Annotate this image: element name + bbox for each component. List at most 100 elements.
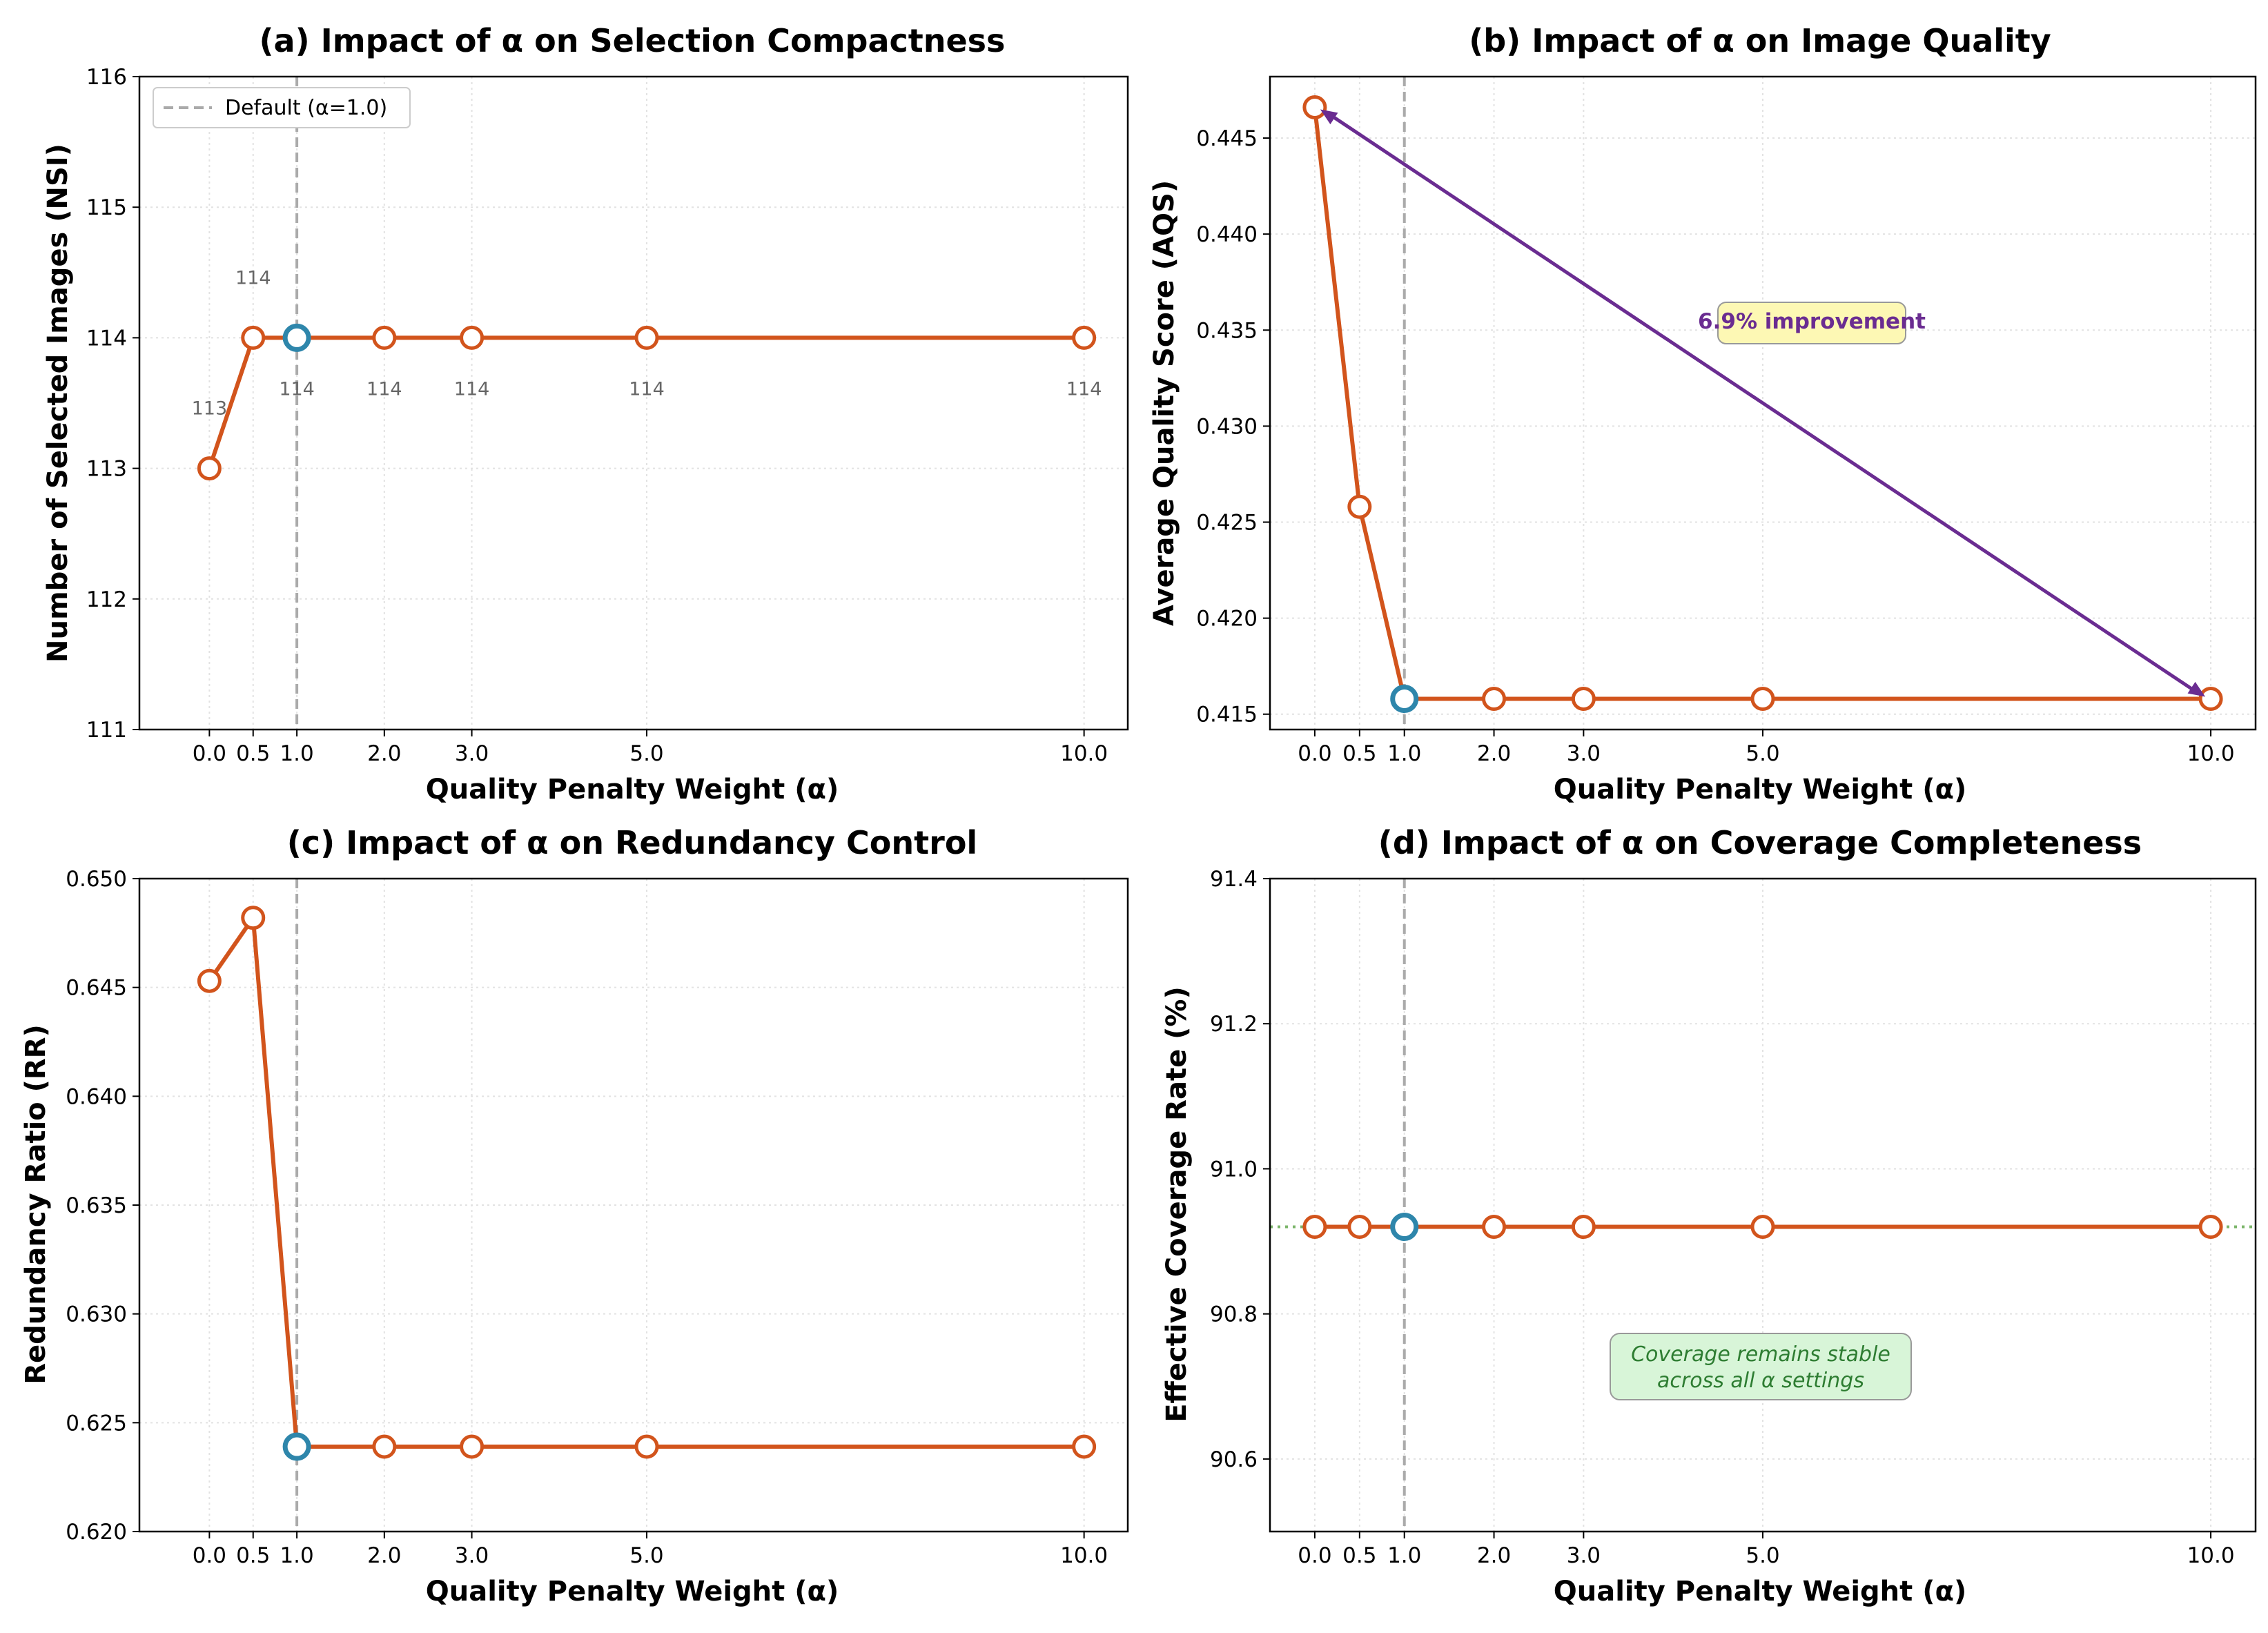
b-arrow-shaft [1326, 111, 2200, 695]
a-y-tick-label-3: 114 [86, 326, 127, 351]
panel-c-title: (c) Impact of α on Redundancy Control [287, 824, 977, 861]
b-y-tick-label-2: 0.425 [1196, 511, 1258, 536]
panel-c-xlabel: Quality Penalty Weight (α) [426, 1576, 839, 1607]
coverage-annotation-line-2: across all α settings [1657, 1369, 1864, 1393]
a-data-label-3: 114 [366, 378, 402, 400]
b-x-tick-label-5: 5.0 [1746, 741, 1779, 766]
a-point-2 [282, 323, 311, 352]
panel-a: (a) Impact of α on Selection Compactness… [42, 22, 1129, 805]
d-y-tick-label-4: 91.4 [1210, 867, 1258, 892]
a-point-3 [372, 325, 397, 350]
c-y-tick-label-6: 0.650 [66, 867, 127, 892]
d-point-0 [1302, 1215, 1327, 1240]
b-y-tick-label-3: 0.430 [1196, 414, 1258, 439]
a-y-tick-label-4: 115 [86, 195, 127, 220]
c-y-tick-label-1: 0.625 [66, 1411, 127, 1436]
panel-d-plot-area: 0.0 0.5 1.0 2.0 3.0 5.0 10.0 90.6 90.8 91.0 91.2 91… [1210, 867, 2257, 1568]
b-arrowhead-left [1320, 109, 1338, 125]
a-x-tick-label-6: 10.0 [1060, 741, 1108, 766]
legend-default-label: Default (α=1.0) [225, 96, 387, 120]
d-x-tick-label-2: 1.0 [1387, 1543, 1421, 1568]
c-x-tick-label-3: 2.0 [367, 1543, 401, 1568]
d-x-tick-label-6: 10.0 [2187, 1543, 2235, 1568]
b-x-tick-label-0: 0.0 [1298, 741, 1331, 766]
c-y-tick-label-5: 0.645 [66, 976, 127, 1001]
a-data-label-5: 114 [629, 378, 665, 400]
d-point-1 [1347, 1215, 1372, 1240]
c-point-4 [460, 1434, 485, 1459]
a-data-label-0: 113 [192, 398, 228, 420]
b-y-tick-label-0: 0.415 [1196, 703, 1258, 727]
panel-b-ylabel: Average Quality Score (AQS) [1148, 180, 1180, 626]
panel-c: (c) Impact of α on Redundancy Control Qu… [20, 824, 1129, 1607]
panel-a-title: (a) Impact of α on Selection Compactness [260, 22, 1006, 59]
b-point-0 [1302, 95, 1327, 120]
d-y-tick-label-2: 91.0 [1210, 1157, 1258, 1182]
c-point-2 [282, 1432, 311, 1461]
b-y-tick-label-1: 0.420 [1196, 607, 1258, 632]
d-x-tick-label-0: 0.0 [1298, 1543, 1331, 1568]
panel-c-ylabel: Redundancy Ratio (RR) [20, 1024, 52, 1385]
a-point-4 [460, 325, 485, 350]
panel-b: (b) Impact of α on Image Quality Quality… [1148, 22, 2257, 805]
panel-c-plot-area: 0.0 0.5 1.0 2.0 3.0 5.0 10.0 0.620 0.625 0.630 0.6… [66, 867, 1129, 1568]
c-series-line [207, 915, 1084, 1449]
a-data-label-1: 114 [235, 267, 271, 289]
c-y-tick-label-2: 0.630 [66, 1302, 127, 1327]
panel-d-title: (d) Impact of α on Coverage Completeness [1378, 824, 2142, 861]
b-x-tick-label-4: 3.0 [1567, 741, 1601, 766]
b-point-6 [2198, 686, 2223, 711]
c-x-tick-label-2: 1.0 [280, 1543, 313, 1568]
d-x-tick-label-3: 2.0 [1477, 1543, 1511, 1568]
c-y-tick-label-0: 0.620 [66, 1520, 127, 1545]
a-data-label-4: 114 [454, 378, 490, 400]
d-y-tick-label-3: 91.2 [1210, 1012, 1258, 1037]
b-y-tick-label-4: 0.435 [1196, 318, 1258, 343]
a-y-tick-label-5: 116 [86, 65, 127, 90]
panel-b-xlabel: Quality Penalty Weight (α) [1554, 774, 1967, 805]
d-y-tick-label-0: 90.6 [1210, 1447, 1258, 1472]
b-point-3 [1482, 686, 1507, 711]
a-point-5 [634, 325, 659, 350]
panel-a-legend: Default (α=1.0) [153, 87, 411, 128]
c-x-tick-label-4: 3.0 [455, 1543, 489, 1568]
b-double-arrow [1320, 109, 2206, 697]
improvement-annotation: 6.9% improvement [1698, 309, 1926, 334]
panel-d-ylabel: Effective Coverage Rate (%) [1161, 986, 1193, 1422]
panel-d-xlabel: Quality Penalty Weight (α) [1554, 1576, 1967, 1607]
a-x-tick-label-5: 5.0 [629, 741, 663, 766]
c-x-tick-label-0: 0.0 [193, 1543, 226, 1568]
panel-b-title: (b) Impact of α on Image Quality [1469, 22, 2051, 59]
d-x-tick-label-1: 0.5 [1342, 1543, 1376, 1568]
b-arrowhead-right [2187, 681, 2206, 697]
d-point-4 [1571, 1215, 1596, 1240]
a-y-tick-label-0: 111 [86, 718, 127, 743]
c-x-tick-label-1: 0.5 [236, 1543, 270, 1568]
a-point-6 [1072, 325, 1097, 350]
b-point-4 [1571, 686, 1596, 711]
c-x-tick-label-5: 5.0 [629, 1543, 663, 1568]
d-point-6 [2198, 1215, 2223, 1240]
panel-b-annotation: 6.9% improvement [1698, 302, 1926, 344]
b-x-tick-label-6: 10.0 [2187, 741, 2235, 766]
a-point-1 [241, 325, 266, 350]
a-y-tick-label-2: 113 [86, 457, 127, 482]
b-point-2 [1390, 684, 1419, 713]
d-x-tick-label-4: 3.0 [1567, 1543, 1601, 1568]
d-point-5 [1750, 1215, 1775, 1240]
c-point-1 [241, 906, 266, 930]
c-y-tick-label-4: 0.640 [66, 1084, 127, 1109]
b-point-1 [1347, 494, 1372, 519]
panel-d-annotation: Coverage remains stable across all α set… [1610, 1333, 1912, 1400]
d-point-3 [1482, 1215, 1507, 1240]
a-x-tick-label-2: 1.0 [280, 741, 313, 766]
a-data-label-6: 114 [1066, 378, 1102, 400]
a-x-tick-label-4: 3.0 [455, 741, 489, 766]
b-x-tick-label-2: 1.0 [1387, 741, 1421, 766]
coverage-annotation-line-1: Coverage remains stable [1631, 1342, 1890, 1367]
c-x-tick-label-6: 10.0 [1060, 1543, 1108, 1568]
d-point-2 [1390, 1213, 1419, 1242]
panel-a-ylabel: Number of Selected Images (NSI) [42, 144, 74, 663]
b-y-tick-label-6: 0.445 [1196, 126, 1258, 151]
